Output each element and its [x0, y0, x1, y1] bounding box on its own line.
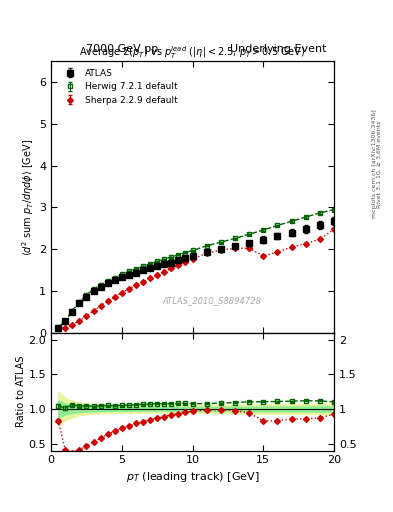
- Text: Underlying Event: Underlying Event: [230, 44, 326, 54]
- Legend: ATLAS, Herwig 7.2.1 default, Sherpa 2.2.9 default: ATLAS, Herwig 7.2.1 default, Sherpa 2.2.…: [55, 66, 181, 108]
- Text: mcplots.cern.ch [arXiv:1306.3436]: mcplots.cern.ch [arXiv:1306.3436]: [372, 110, 376, 218]
- Text: 7000 GeV pp: 7000 GeV pp: [86, 44, 159, 54]
- Title: Average $\Sigma(p_T)$ vs $p_T^{lead}$ ($|\eta| < 2.5$, $p_T > 0.5$ GeV): Average $\Sigma(p_T)$ vs $p_T^{lead}$ ($…: [79, 44, 306, 61]
- Text: ATLAS_2010_S8894728: ATLAS_2010_S8894728: [163, 296, 262, 306]
- X-axis label: $p_T$ (leading track) [GeV]: $p_T$ (leading track) [GeV]: [126, 470, 259, 484]
- Text: Rivet 3.1.10, ≥ 3.6M events: Rivet 3.1.10, ≥ 3.6M events: [377, 120, 382, 207]
- Y-axis label: Ratio to ATLAS: Ratio to ATLAS: [16, 356, 26, 428]
- Y-axis label: $\langle d^2$ sum $p_T/d\eta d\phi\rangle$ [GeV]: $\langle d^2$ sum $p_T/d\eta d\phi\rangl…: [20, 138, 36, 255]
